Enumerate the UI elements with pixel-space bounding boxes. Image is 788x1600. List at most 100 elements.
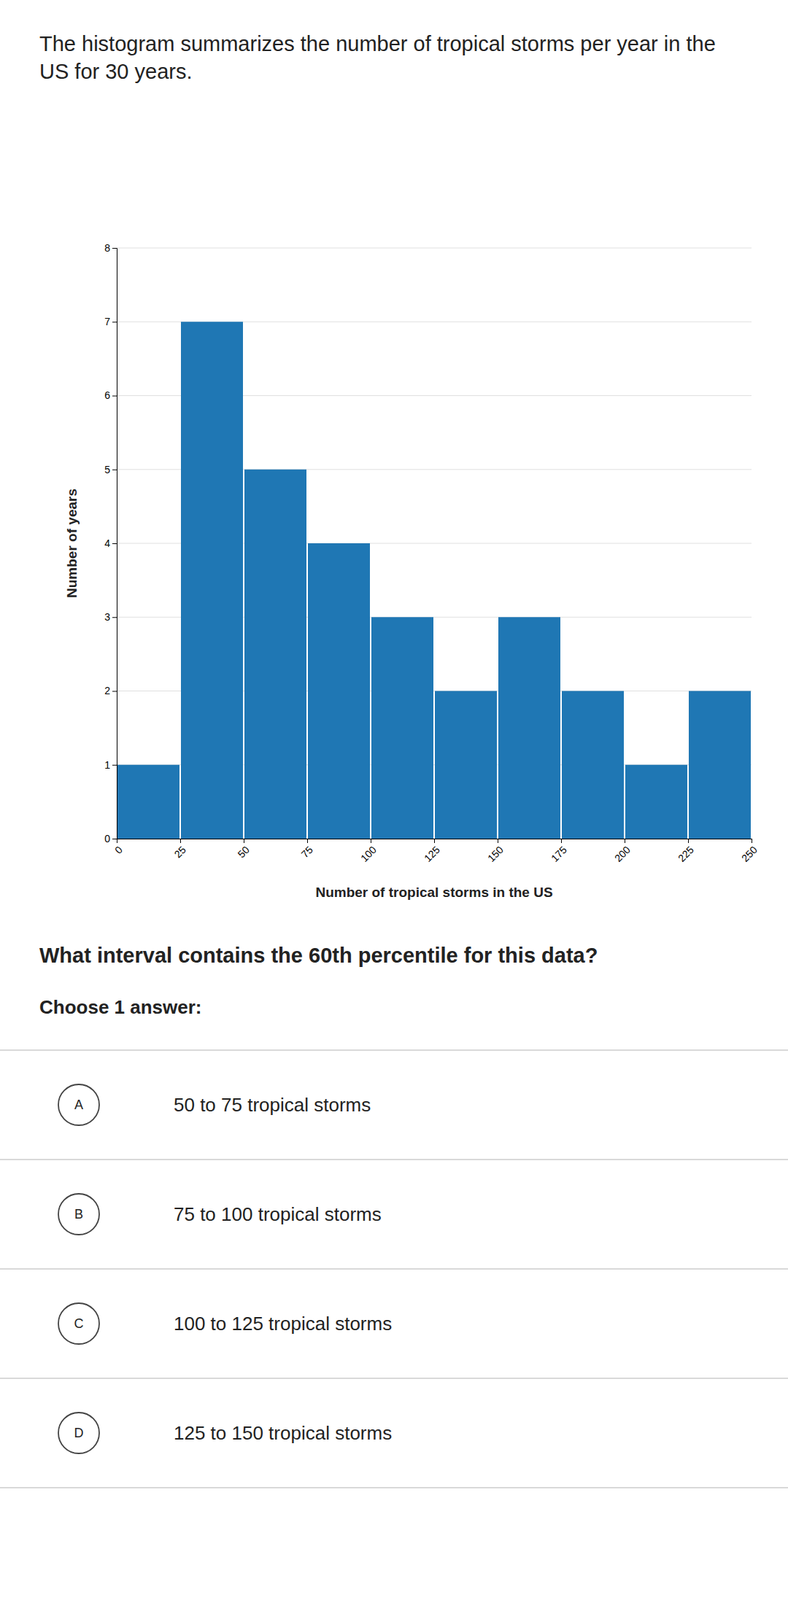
bar bbox=[371, 617, 434, 840]
y-axis-title: Number of years bbox=[64, 488, 80, 599]
divider bbox=[0, 1049, 788, 1052]
title: The histogram summarizes the number of t… bbox=[39, 32, 722, 84]
x-tick: 25 bbox=[172, 839, 189, 861]
x-tick-mark bbox=[434, 839, 435, 844]
y-tick: 2 bbox=[104, 685, 117, 697]
divider bbox=[0, 1487, 788, 1490]
bar bbox=[244, 469, 307, 840]
y-tick-mark bbox=[112, 248, 117, 249]
x-tick-label: 50 bbox=[235, 844, 252, 861]
x-tick: 75 bbox=[299, 839, 316, 861]
y-tick-mark bbox=[112, 839, 117, 840]
x-tick: 200 bbox=[612, 839, 633, 865]
y-tick: 4 bbox=[104, 537, 117, 550]
x-tick: 50 bbox=[235, 839, 252, 861]
bar bbox=[498, 617, 561, 840]
y-tick: 7 bbox=[104, 315, 117, 328]
x-tick-label: 75 bbox=[299, 844, 316, 861]
y-tick-mark bbox=[112, 321, 117, 323]
choice: C 100 to 125 tropical storms bbox=[58, 1303, 392, 1345]
choice-label: D bbox=[74, 1426, 84, 1442]
choice-circle bbox=[58, 1413, 100, 1455]
choice-circle bbox=[58, 1194, 100, 1236]
y-tick: 5 bbox=[104, 464, 117, 476]
x-tick: 0 bbox=[112, 839, 125, 857]
y-tick-mark bbox=[112, 691, 117, 693]
choice-text: 125 to 150 tropical storms bbox=[173, 1422, 392, 1445]
chart: The histogram summarizes the number of t… bbox=[0, 0, 788, 1600]
x-tick-mark bbox=[180, 839, 181, 844]
y-tick: 3 bbox=[104, 611, 117, 624]
x-tick: 225 bbox=[675, 839, 697, 865]
x-tick-mark bbox=[497, 839, 499, 844]
choice-label: A bbox=[74, 1098, 84, 1113]
y-tick: 1 bbox=[104, 759, 117, 772]
x-tick-label: 150 bbox=[485, 844, 506, 865]
grid-line bbox=[116, 248, 752, 249]
bar bbox=[117, 765, 180, 840]
x-axis-title: Number of tropical storms in the US bbox=[315, 885, 553, 901]
x-tick-label: 0 bbox=[112, 844, 125, 857]
x-tick-mark bbox=[243, 839, 245, 844]
y-axis-line bbox=[112, 248, 118, 840]
bar bbox=[688, 691, 751, 840]
choice: A 50 to 75 tropical storms bbox=[58, 1084, 371, 1126]
x-tick-label: 250 bbox=[739, 844, 760, 865]
y-tick-label: 3 bbox=[104, 611, 111, 624]
question: What interval contains the 60th percenti… bbox=[39, 944, 598, 968]
bar bbox=[625, 765, 688, 840]
x-tick-mark bbox=[561, 839, 562, 844]
choice-label: C bbox=[74, 1316, 84, 1332]
x-tick-label: 200 bbox=[612, 844, 633, 865]
choice-text: 100 to 125 tropical storms bbox=[173, 1313, 392, 1336]
y-tick-label: 0 bbox=[104, 833, 111, 845]
x-axis-line bbox=[117, 839, 753, 845]
choice-label: B bbox=[74, 1207, 84, 1223]
x-tick-mark bbox=[688, 839, 689, 844]
y-tick-mark bbox=[112, 543, 117, 545]
x-tick-label: 100 bbox=[358, 844, 379, 865]
divider bbox=[0, 1378, 788, 1380]
y-tick-mark bbox=[112, 617, 117, 618]
y-tick: 8 bbox=[104, 242, 117, 254]
instruction: Choose 1 answer: bbox=[39, 996, 203, 1019]
bar bbox=[180, 321, 243, 840]
x-tick: 175 bbox=[548, 839, 570, 865]
x-tick-mark bbox=[624, 839, 626, 844]
x-axis: 0 25 50 75 100 125 150 175 200 225 250 bbox=[112, 839, 760, 865]
y-tick-mark bbox=[112, 396, 117, 397]
x-tick-mark bbox=[751, 839, 753, 844]
x-tick-label: 125 bbox=[421, 844, 443, 865]
x-tick-mark bbox=[307, 839, 308, 844]
y-tick-label: 4 bbox=[104, 537, 111, 550]
x-tick: 150 bbox=[485, 839, 506, 865]
choice-circle bbox=[58, 1303, 100, 1345]
x-tick: 125 bbox=[421, 839, 443, 865]
y-tick-mark bbox=[112, 765, 117, 767]
x-tick-label: 25 bbox=[172, 844, 189, 861]
y-tick-label: 2 bbox=[104, 685, 111, 697]
y-tick-mark bbox=[112, 469, 117, 471]
y-tick: 0 bbox=[104, 833, 117, 845]
question-section: What interval contains the 60th percenti… bbox=[0, 944, 788, 1489]
choice-circle bbox=[58, 1084, 100, 1126]
bar bbox=[307, 543, 370, 840]
x-tick-label: 175 bbox=[548, 844, 570, 865]
x-tick-mark bbox=[370, 839, 372, 844]
choice: D 125 to 150 tropical storms bbox=[58, 1413, 392, 1455]
bar bbox=[561, 691, 624, 840]
x-tick: 250 bbox=[739, 839, 760, 865]
y-tick-label: 5 bbox=[104, 464, 111, 476]
bars bbox=[117, 321, 751, 840]
choice-text: 75 to 100 tropical storms bbox=[173, 1203, 382, 1226]
y-tick-label: 1 bbox=[104, 759, 111, 772]
x-tick-label: 225 bbox=[675, 844, 697, 865]
choice: B 75 to 100 tropical storms bbox=[58, 1194, 382, 1236]
y-axis: 0 1 2 3 4 5 6 7 8 bbox=[104, 242, 117, 845]
bar bbox=[434, 691, 497, 840]
y-tick: 6 bbox=[104, 389, 117, 402]
y-tick-label: 6 bbox=[104, 389, 111, 402]
grid bbox=[116, 248, 752, 840]
y-tick-label: 7 bbox=[104, 315, 111, 328]
choice-text: 50 to 75 tropical storms bbox=[173, 1094, 371, 1117]
